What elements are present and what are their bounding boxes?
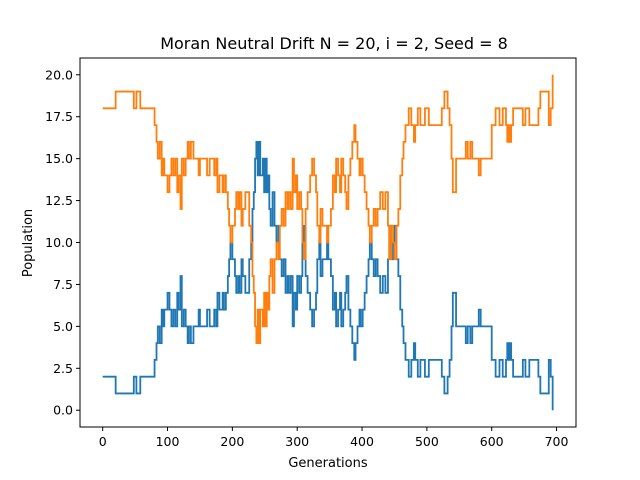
- x-tick-label: 0: [99, 434, 107, 449]
- y-tick-label: 0.0: [53, 403, 73, 418]
- y-tick-label: 2.5: [53, 361, 73, 376]
- y-tick-label: 12.5: [45, 193, 73, 208]
- series-line-1: [102, 140, 554, 411]
- chart-title: Moran Neutral Drift N = 20, i = 2, Seed …: [160, 34, 508, 53]
- y-tick-label: 10.0: [45, 235, 73, 250]
- y-tick-label: 7.5: [53, 277, 73, 292]
- x-tick-label: 200: [220, 434, 244, 449]
- series-layer: [102, 74, 554, 411]
- x-tick-label: 500: [415, 434, 439, 449]
- y-axis-label: Population: [21, 209, 36, 277]
- series-line-2: [102, 74, 554, 345]
- x-axis-label: Generations: [288, 456, 368, 471]
- x-tick-label: 600: [480, 434, 504, 449]
- y-tick-label: 20.0: [45, 67, 73, 82]
- axes-layer: 0 100 200 300 400 500 600 700 0.0 2.5 5.0 7.5 10.0 12…: [45, 57, 577, 449]
- y-tick-label: 5.0: [53, 319, 73, 334]
- y-tick-label: 15.0: [45, 151, 73, 166]
- x-tick-label: 700: [545, 434, 569, 449]
- y-tick-label: 17.5: [45, 109, 73, 124]
- x-tick-label: 300: [285, 434, 309, 449]
- x-tick-label: 400: [350, 434, 374, 449]
- x-tick-label: 100: [156, 434, 180, 449]
